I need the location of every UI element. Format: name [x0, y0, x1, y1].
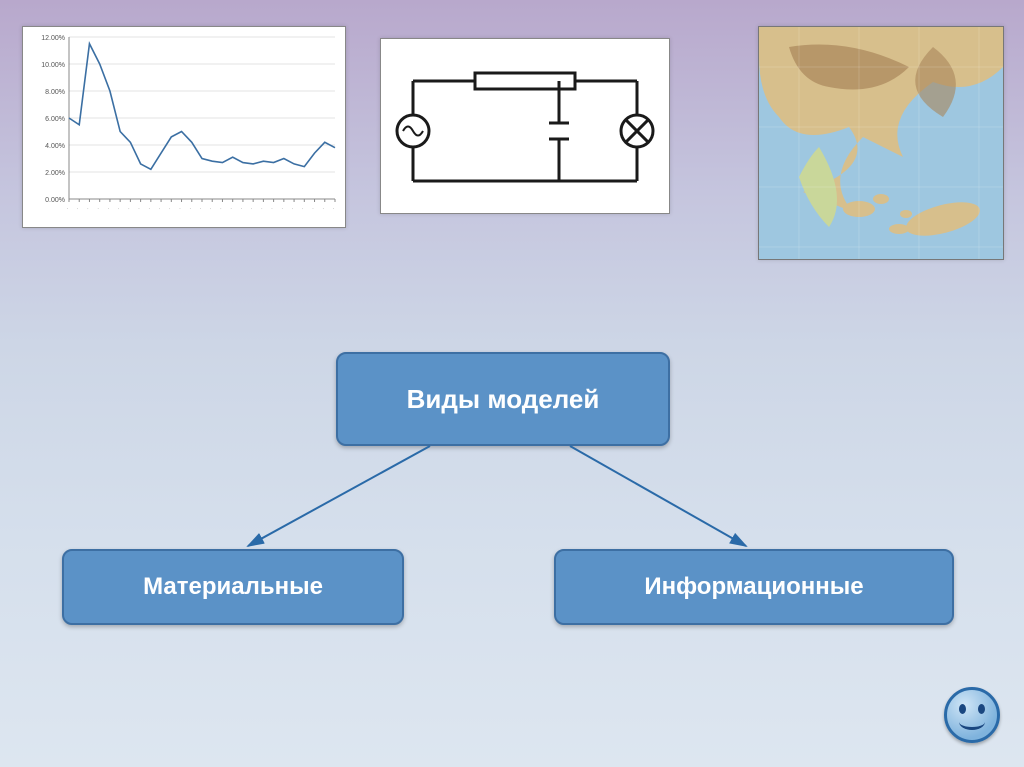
svg-text:·: ·: [65, 206, 71, 212]
left-box-label: Материальные: [143, 573, 323, 601]
svg-text:·: ·: [290, 206, 296, 212]
svg-text:·: ·: [311, 206, 317, 212]
svg-text:·: ·: [75, 206, 81, 212]
svg-text:·: ·: [157, 206, 163, 212]
map-panel: [758, 26, 1004, 260]
svg-text:·: ·: [116, 206, 122, 212]
svg-text:·: ·: [167, 206, 173, 212]
svg-text:·: ·: [147, 206, 153, 212]
svg-text:·: ·: [126, 206, 132, 212]
svg-text:·: ·: [137, 206, 143, 212]
svg-text:·: ·: [300, 206, 306, 212]
svg-text:·: ·: [178, 206, 184, 212]
right-box-label: Информационные: [644, 573, 863, 601]
svg-text:·: ·: [280, 206, 286, 212]
line-chart: 0.00% 2.00% 4.00% 6.00% 8.00% 10.00% 12.00% · · ·…: [23, 27, 345, 227]
svg-text:6.00%: 6.00%: [45, 116, 65, 123]
circuit-diagram: [381, 39, 669, 213]
root-box: Виды моделей: [336, 352, 670, 446]
svg-text:10.00%: 10.00%: [41, 62, 65, 69]
svg-text:·: ·: [85, 206, 91, 212]
left-box: Материальные: [62, 549, 404, 625]
svg-text:·: ·: [229, 206, 235, 212]
slide: 0.00% 2.00% 4.00% 6.00% 8.00% 10.00% 12.00% · · ·…: [0, 0, 1024, 767]
svg-text:·: ·: [106, 206, 112, 212]
svg-text:·: ·: [208, 206, 214, 212]
circuit-diagram-panel: [380, 38, 670, 214]
map-image: [759, 27, 1003, 259]
svg-text:·: ·: [218, 206, 224, 212]
smiley-icon: [944, 687, 1000, 743]
svg-text:8.00%: 8.00%: [45, 89, 65, 96]
svg-text:2.00%: 2.00%: [45, 170, 65, 177]
svg-text:0.00%: 0.00%: [45, 197, 65, 204]
svg-text:12.00%: 12.00%: [41, 35, 65, 42]
svg-text:·: ·: [188, 206, 194, 212]
svg-text:·: ·: [321, 206, 327, 212]
root-box-label: Виды моделей: [407, 384, 600, 415]
svg-text:·: ·: [270, 206, 276, 212]
svg-text:·: ·: [239, 206, 245, 212]
svg-text:·: ·: [96, 206, 102, 212]
svg-text:·: ·: [198, 206, 204, 212]
svg-text:4.00%: 4.00%: [45, 143, 65, 150]
svg-text:·: ·: [331, 206, 337, 212]
svg-text:·: ·: [259, 206, 265, 212]
svg-text:·: ·: [249, 206, 255, 212]
right-box: Информационные: [554, 549, 954, 625]
line-chart-panel: 0.00% 2.00% 4.00% 6.00% 8.00% 10.00% 12.00% · · ·…: [22, 26, 346, 228]
